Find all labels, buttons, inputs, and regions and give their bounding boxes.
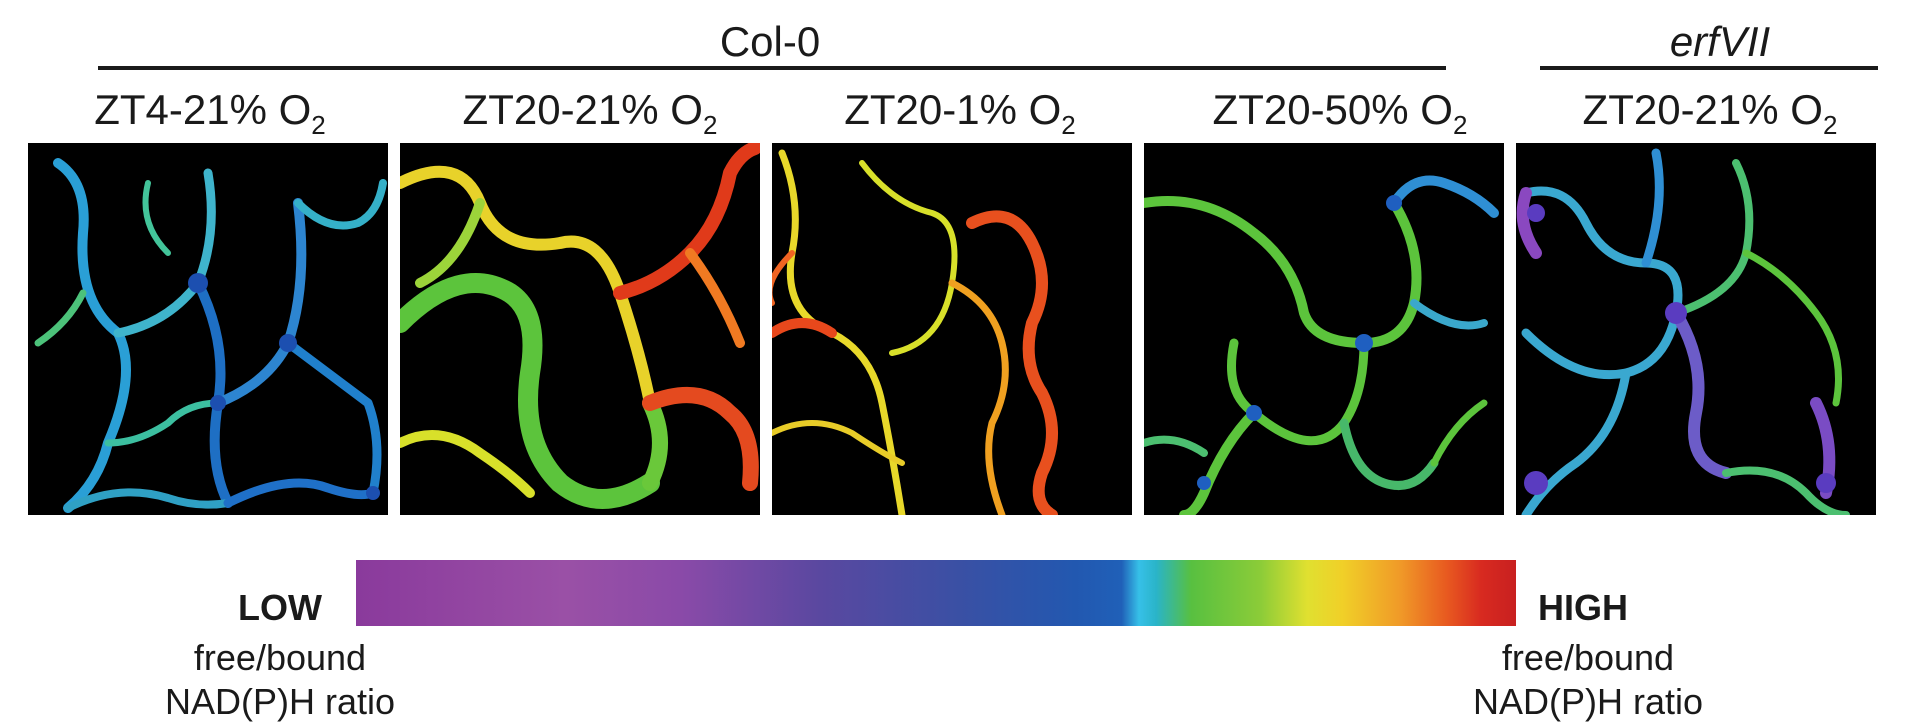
low-caption: free/bound NAD(P)H ratio (160, 636, 400, 724)
cell-network-image-1 (34, 158, 387, 513)
image-panel-3 (772, 143, 1132, 515)
image-panel-4 (1144, 143, 1504, 515)
image-panel-5 (1516, 143, 1876, 515)
cell-network-image-4 (1144, 175, 1499, 515)
group-rule-col0 (98, 66, 1446, 70)
image-panel-2 (400, 143, 760, 515)
low-caption-line2: NAD(P)H ratio (164, 681, 396, 722)
color-scale-bar (356, 560, 1516, 626)
image-panel-1 (28, 143, 388, 515)
condition-label-3: ZT20-1% O2 (844, 86, 1076, 140)
group-rule-erfvii (1540, 66, 1878, 70)
condition-label-4: ZT20-50% O2 (1212, 86, 1468, 140)
cell-network-image-3 (772, 149, 1058, 515)
condition-label-5: ZT20-21% O2 (1582, 86, 1838, 140)
high-caption-line1: free/bound (1501, 637, 1675, 678)
condition-label-1: ZT4-21% O2 (94, 86, 326, 140)
high-caption: free/bound NAD(P)H ratio (1468, 636, 1708, 724)
low-label: LOW (238, 587, 322, 628)
low-caption-line1: free/bound (193, 637, 367, 678)
cell-network-image-5 (1516, 148, 1850, 515)
group-label-col0: Col-0 (719, 18, 821, 65)
group-label-erfvii: erfVII (1669, 18, 1771, 65)
high-label: HIGH (1538, 587, 1628, 628)
condition-label-2: ZT20-21% O2 (462, 86, 718, 140)
cell-network-image-2 (400, 143, 760, 509)
high-caption-line2: NAD(P)H ratio (1472, 681, 1704, 722)
